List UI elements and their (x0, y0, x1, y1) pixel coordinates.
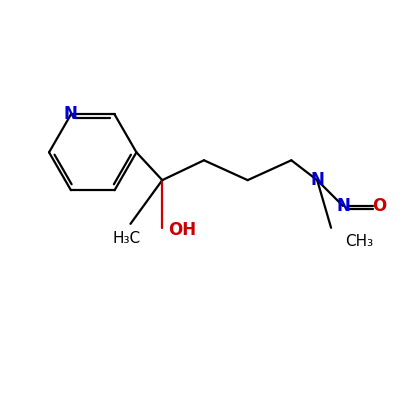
Text: CH₃: CH₃ (345, 234, 373, 249)
Text: H₃C: H₃C (112, 231, 140, 246)
Text: N: N (310, 171, 324, 189)
Text: OH: OH (168, 221, 196, 239)
Text: N: N (64, 106, 78, 124)
Text: N: N (336, 197, 350, 215)
Text: O: O (372, 197, 386, 215)
